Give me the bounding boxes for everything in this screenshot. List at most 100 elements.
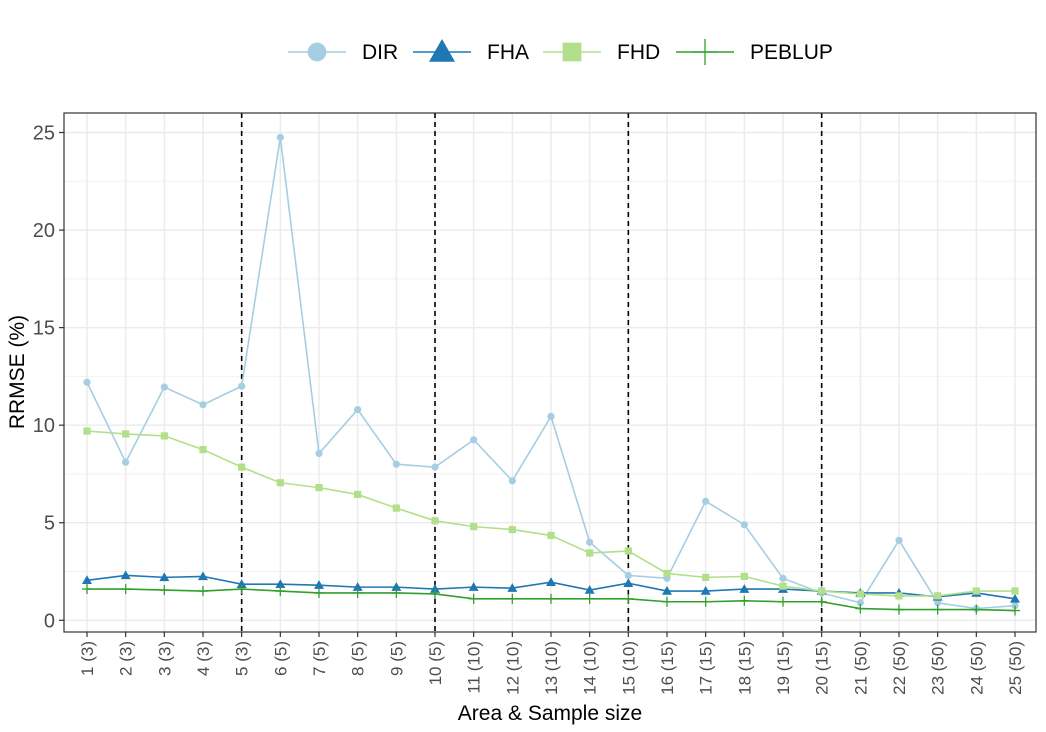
point-fhd <box>818 587 826 595</box>
point-peblup <box>352 587 363 598</box>
point-fhd <box>1011 587 1019 595</box>
point-fhd <box>238 463 246 471</box>
point-fhd <box>702 573 710 581</box>
y-tick-label: 25 <box>33 123 55 145</box>
point-peblup <box>700 596 711 607</box>
point-peblup <box>391 587 402 598</box>
point-peblup <box>507 593 518 604</box>
x-tick-label: 24 (50) <box>967 641 986 695</box>
point-fhd <box>547 531 555 540</box>
point-fha <box>236 579 247 588</box>
point-dir <box>315 449 323 458</box>
x-axis-title: Area & Sample size <box>458 702 642 725</box>
point-peblup <box>468 593 479 604</box>
legend-label-fha: FHA <box>487 41 529 64</box>
point-fha <box>314 580 324 589</box>
x-tick-label: 17 (15) <box>697 641 716 695</box>
point-fhd <box>740 572 748 580</box>
point-fhd <box>315 484 323 492</box>
point-dir <box>238 382 246 390</box>
point-fhd <box>663 569 671 578</box>
point-fhd <box>624 547 632 555</box>
point-fhd <box>276 479 284 487</box>
point-fha <box>700 586 711 595</box>
legend-label-peblup: PEBLUP <box>750 41 833 64</box>
x-tick-label: 1 (3) <box>78 641 97 676</box>
plot-panel <box>63 112 1037 633</box>
y-tick-label: 0 <box>44 610 55 632</box>
legend: DIR FHA FHD PEBLUP <box>288 39 833 65</box>
point-fhd <box>354 490 362 499</box>
x-tick-label: 4 (3) <box>194 641 213 676</box>
x-tick-label: 11 (10) <box>465 641 484 694</box>
x-tick-label: 8 (5) <box>349 641 368 676</box>
point-peblup <box>932 604 943 615</box>
point-fha <box>623 578 634 587</box>
point-peblup <box>894 604 904 615</box>
point-dir <box>276 133 284 141</box>
x-tick-label: 7 (5) <box>310 641 329 676</box>
point-fhd <box>779 582 787 590</box>
point-peblup <box>971 604 982 615</box>
point-peblup <box>662 596 672 607</box>
point-peblup <box>82 584 92 595</box>
point-fha <box>739 584 750 593</box>
x-tick-label: 3 (3) <box>155 641 174 676</box>
point-fhd <box>895 592 903 600</box>
point-dir <box>199 401 207 409</box>
point-dir <box>740 521 748 529</box>
x-tick-label: 19 (15) <box>774 641 793 695</box>
legend-key-peblup <box>692 39 718 65</box>
point-peblup <box>1010 605 1020 616</box>
point-fhd <box>470 523 478 531</box>
series-peblup <box>82 584 1020 616</box>
legend-item-peblup: PEBLUP <box>676 39 833 65</box>
point-dir <box>354 405 362 414</box>
point-fha <box>275 579 286 588</box>
x-tick-label: 25 (50) <box>1006 641 1025 695</box>
point-dir <box>586 538 594 546</box>
x-tick-label: 10 (5) <box>426 641 445 685</box>
y-tick-label: 20 <box>33 220 55 242</box>
point-dir <box>392 460 400 468</box>
point-fha <box>584 585 595 594</box>
point-fhd <box>83 427 91 435</box>
legend-item-fha: FHA <box>413 39 529 64</box>
legend-key-dir <box>307 42 327 62</box>
point-fhd <box>972 587 980 595</box>
point-fha <box>468 582 479 591</box>
legend-key-fhd <box>562 42 582 62</box>
legend-label-fhd: FHD <box>617 41 660 64</box>
x-tick-label: 22 (50) <box>890 641 909 695</box>
x-tick-label: 16 (15) <box>658 641 677 695</box>
point-fhd <box>856 590 864 598</box>
point-peblup <box>430 588 440 599</box>
y-tick-label: 10 <box>33 415 55 437</box>
point-peblup <box>623 593 634 604</box>
point-dir <box>122 458 130 466</box>
legend-label-dir: DIR <box>362 41 398 64</box>
point-fha <box>159 572 170 582</box>
point-dir <box>508 477 516 485</box>
y-axis: 0 5 10 15 20 25 <box>33 123 64 632</box>
series-fhd <box>83 427 1019 600</box>
point-fha <box>198 571 208 581</box>
point-peblup <box>546 593 556 604</box>
point-peblup <box>120 584 131 595</box>
point-fhd <box>160 432 168 440</box>
point-peblup <box>584 593 595 604</box>
x-tick-label: 15 (10) <box>619 641 638 695</box>
point-peblup <box>314 587 324 598</box>
x-tick-label: 18 (15) <box>735 641 754 695</box>
point-fha <box>82 575 92 585</box>
y-tick-label: 15 <box>33 318 55 340</box>
point-fhd <box>122 430 130 438</box>
x-tick-label: 20 (15) <box>813 641 832 695</box>
point-peblup <box>855 603 866 614</box>
x-tick-label: 9 (5) <box>387 641 406 676</box>
y-tick-label: 5 <box>44 513 55 535</box>
point-fha <box>120 570 131 580</box>
point-fha <box>430 584 440 593</box>
point-dir <box>779 574 787 582</box>
